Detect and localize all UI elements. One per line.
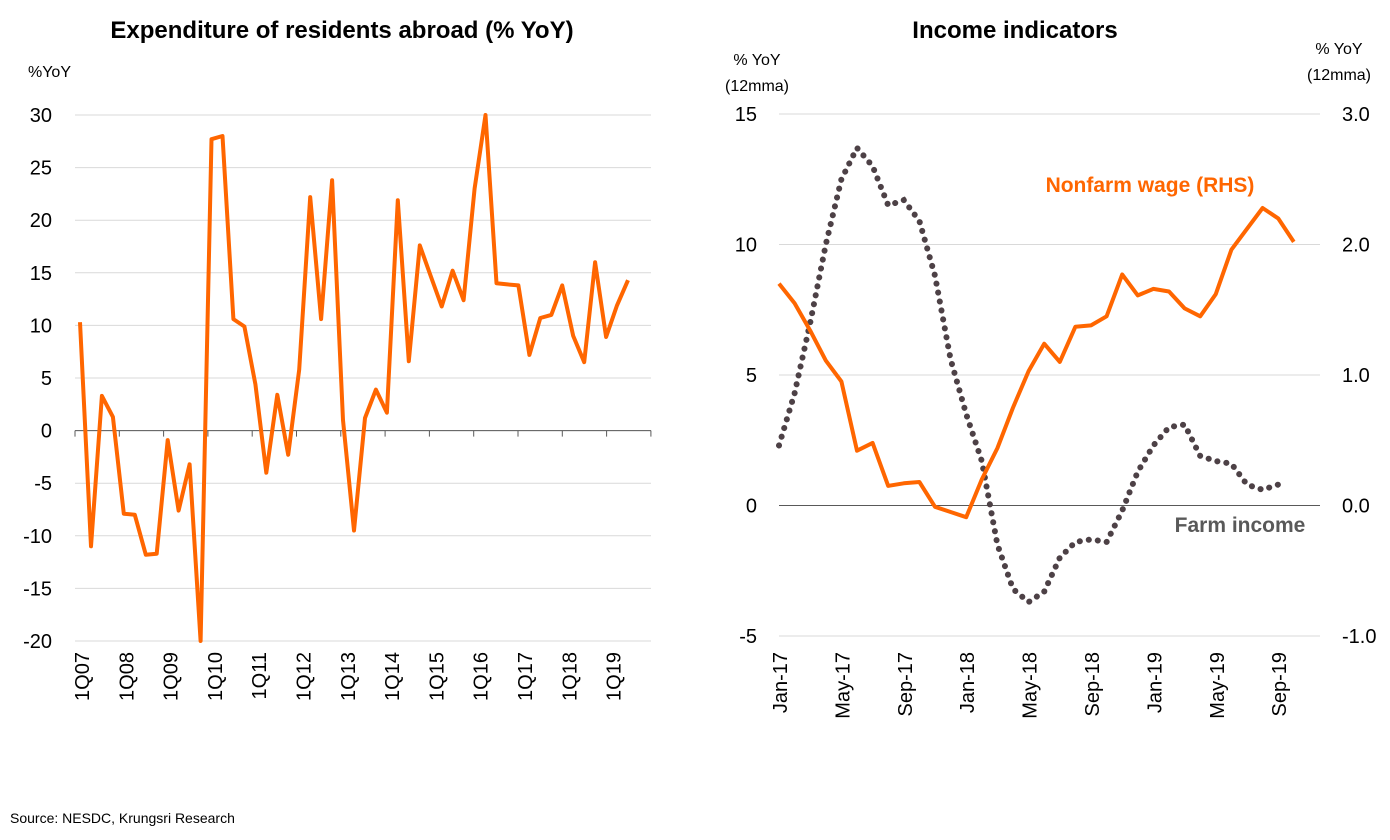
farm-income-legend-label: Farm income	[1175, 514, 1306, 537]
income-left-y-tick-label: -5	[739, 626, 757, 648]
income-chart-title: Income indicators	[912, 17, 1117, 44]
income-right-y-tick-label: 2.0	[1342, 235, 1370, 257]
income-x-tick-label: Jan-18	[957, 652, 979, 713]
expenditure-y-tick-label: -20	[23, 631, 52, 653]
expenditure-x-tick-label: 1Q11	[249, 652, 271, 699]
farm-income-series-line	[776, 142, 1282, 606]
left-axis-unit-line2: (12mma)	[725, 78, 789, 95]
expenditure-x-tick-label: 1Q12	[294, 652, 316, 701]
income-x-tick-label: Sep-17	[895, 652, 917, 717]
expenditure-x-tick-label: 1Q16	[471, 652, 493, 701]
income-right-y-tick-label: 3.0	[1342, 104, 1370, 126]
expenditure-x-tick-label: 1Q14	[382, 652, 404, 701]
expenditure-y-tick-label: -5	[34, 473, 52, 495]
income-x-tick-label: Sep-18	[1082, 652, 1104, 717]
income-x-tick-label: May-19	[1207, 652, 1229, 719]
income-x-tick-label: May-17	[832, 652, 854, 719]
expenditure-x-tick-label: 1Q18	[559, 652, 581, 701]
expenditure-y-axis-label: %YoY	[28, 64, 71, 81]
expenditure-y-tick-label: 5	[41, 368, 52, 390]
income-right-y-tick-label: 1.0	[1342, 365, 1370, 387]
income-x-tick-label: Jan-17	[770, 652, 792, 713]
income-right-y-tick-label: 0.0	[1342, 496, 1370, 518]
income-left-y-tick-label: 0	[746, 496, 757, 518]
income-left-y-tick-label: 15	[735, 104, 757, 126]
expenditure-x-tick-label: 1Q08	[116, 652, 138, 701]
expenditure-x-tick-label: 1Q10	[205, 652, 227, 701]
income-x-tick-label: Jan-19	[1144, 652, 1166, 713]
expenditure-x-tick-label: 1Q19	[604, 652, 626, 701]
income-indicators-chart: Income indicators % YoY (12mma) % YoY (1…	[725, 17, 1376, 719]
expenditure-chart-title: Expenditure of residents abroad (% YoY)	[110, 17, 573, 44]
expenditure-x-tick-label: 1Q09	[161, 652, 183, 701]
right-axis-unit-line1: % YoY	[1315, 41, 1362, 58]
expenditure-series-line	[78, 113, 630, 643]
expenditure-y-tick-label: 15	[30, 263, 52, 285]
income-left-y-tick-label: 5	[746, 365, 757, 387]
expenditure-y-tick-label: 30	[30, 105, 52, 127]
expenditure-y-tick-label: 10	[30, 315, 52, 337]
right-axis-unit-line2: (12mma)	[1307, 67, 1371, 84]
source-note: Source: NESDC, Krungsri Research	[10, 810, 235, 826]
left-axis-unit-line1: % YoY	[733, 52, 780, 69]
expenditure-x-tick-label: 1Q13	[338, 652, 360, 701]
expenditure-y-tick-label: 20	[30, 210, 52, 232]
expenditure-chart: Expenditure of residents abroad (% YoY) …	[23, 17, 652, 701]
expenditure-y-tick-label: 25	[30, 158, 52, 180]
nonfarm-wage-legend-label: Nonfarm wage (RHS)	[1046, 174, 1255, 197]
expenditure-x-tick-label: 1Q15	[426, 652, 448, 701]
expenditure-x-tick-label: 1Q07	[72, 652, 94, 701]
expenditure-y-tick-label: -10	[23, 526, 52, 548]
expenditure-y-tick-label: 0	[41, 421, 52, 443]
charts-canvas: Expenditure of residents abroad (% YoY) …	[23, 17, 1376, 719]
expenditure-y-tick-label: -15	[23, 578, 52, 600]
income-x-tick-label: Sep-19	[1269, 652, 1291, 717]
expenditure-x-tick-label: 1Q17	[515, 652, 537, 701]
income-left-y-tick-label: 10	[735, 235, 757, 257]
nonfarm-wage-series-line	[777, 206, 1296, 520]
income-x-tick-label: May-18	[1020, 652, 1042, 719]
income-right-y-tick-label: -1.0	[1342, 626, 1376, 648]
